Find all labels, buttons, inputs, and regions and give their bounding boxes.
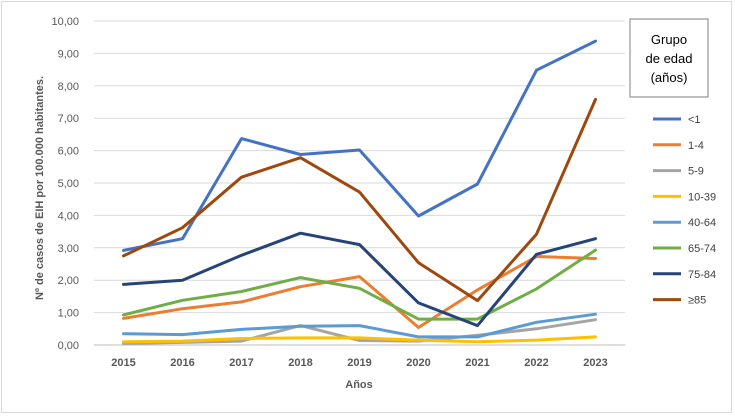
y-tick-label: 8,00 [58,81,79,93]
y-tick-label: 4,00 [58,210,79,222]
legend-label: 5-9 [688,166,704,178]
legend-label: <1 [688,114,701,126]
series-line [122,97,597,303]
series-line [122,318,597,345]
y-tick-label: 2,00 [58,275,79,287]
legend-label: 40-64 [688,217,716,229]
y-axis-ticks: 0,00 1,00 2,00 3,00 4,00 5,00 6,00 7,00 8,00 9,00… [51,16,79,352]
y-tick-label: 7,00 [58,113,79,125]
x-tick-label: 2016 [170,357,194,369]
series-line [122,255,597,329]
y-tick-label: 10,00 [51,16,79,28]
series-line [122,248,597,321]
series-line [122,335,597,344]
y-axis-title: Nº de casos de EIH por 100.000 habitante… [34,76,46,300]
legend-label: 10-39 [688,191,716,203]
legend-title-line: (años) [651,70,688,85]
legend-label: ≥85 [688,295,706,307]
x-tick-label: 2017 [229,357,253,369]
y-tick-label: 9,00 [58,48,79,60]
legend-title-line: Grupo [651,32,687,47]
y-tick-label: 1,00 [58,308,79,320]
series-line [122,231,597,328]
x-tick-label: 2023 [583,357,607,369]
legend-label: 65-74 [688,243,716,255]
x-axis-title: Años [345,379,373,391]
x-tick-label: 2019 [347,357,371,369]
x-tick-label: 2015 [111,357,135,369]
x-tick-label: 2021 [465,357,489,369]
series-lines [122,39,597,345]
legend-label: 1-4 [688,140,704,152]
gridlines [94,20,625,346]
x-tick-label: 2018 [288,357,312,369]
legend-items: <1 1-4 5-9 10-39 40-64 65-74 75-84 ≥85 [653,114,716,307]
legend: Grupo de edad (años) <1 1-4 5-9 10-39 40-64 6… [629,18,716,307]
legend-title-box [629,18,709,98]
y-tick-label: 6,00 [58,146,79,158]
x-axis-ticks: 2015 2016 2017 2018 2019 2020 2021 2022 2023 [111,357,607,369]
legend-title-line: de edad [646,51,693,66]
y-tick-label: 0,00 [58,340,79,352]
series-line [122,39,597,252]
x-tick-label: 2020 [406,357,430,369]
y-tick-label: 3,00 [58,243,79,255]
legend-label: 75-84 [688,269,716,281]
y-tick-label: 5,00 [58,178,79,190]
x-tick-label: 2022 [524,357,548,369]
series-line [122,312,597,339]
